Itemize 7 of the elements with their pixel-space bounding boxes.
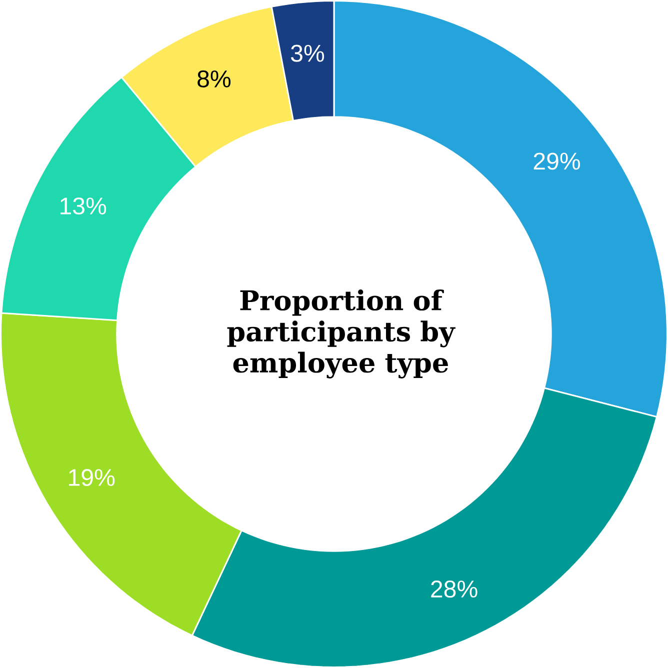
data-label: 8% [198, 70, 231, 88]
data-label: 13% [60, 197, 106, 215]
data-label: 3% [290, 44, 324, 62]
text: Proportion of participants by employee type [227, 290, 456, 378]
data-label: 28% [431, 580, 478, 598]
data-label: 29% [534, 152, 580, 170]
data-label: 19% [69, 468, 115, 486]
